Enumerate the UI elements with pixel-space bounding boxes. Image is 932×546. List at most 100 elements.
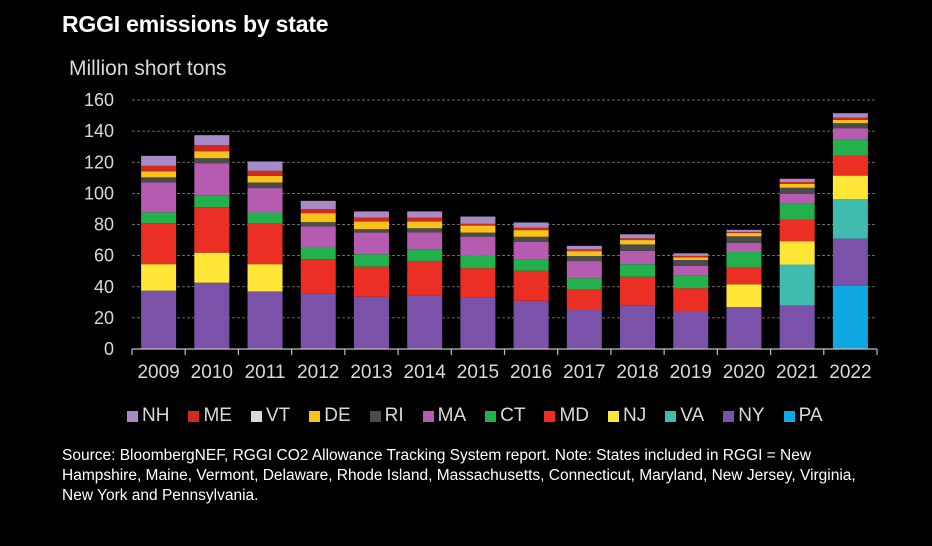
bar-segment-de-2017	[566, 251, 602, 257]
bar-segment-me-2013	[353, 217, 389, 222]
bar-segment-ny-2009	[141, 290, 177, 349]
bar-segment-ri-2018	[620, 244, 656, 251]
legend-swatch	[544, 410, 556, 422]
y-tick-label: 0	[104, 339, 114, 359]
legend-item-ma: MA	[422, 405, 467, 427]
bar-segment-me-2020	[726, 232, 762, 234]
bar-segment-ma-2020	[726, 243, 762, 253]
legend-swatch	[188, 410, 200, 422]
bar-segment-ny-2016	[513, 300, 549, 349]
bar-segment-ct-2021	[779, 203, 815, 220]
x-tick-label: 2018	[616, 362, 658, 383]
bar-segment-ri-2010	[194, 158, 230, 164]
bar-segment-ct-2017	[566, 278, 602, 290]
bar-segment-nh-2016	[513, 222, 549, 228]
bar-segment-ct-2011	[247, 212, 283, 224]
bar-segment-ri-2015	[460, 232, 496, 237]
bar-segment-ct-2014	[407, 249, 443, 261]
legend-label: NJ	[623, 405, 647, 426]
bar-segment-de-2009	[141, 171, 177, 178]
bar-segment-ma-2012	[300, 226, 336, 248]
bar-segment-ma-2009	[141, 182, 177, 213]
bar-segment-va-2021	[779, 264, 815, 306]
bar-segment-md-2010	[194, 207, 230, 253]
legend-swatch	[309, 410, 321, 422]
bar-segment-me-2019	[673, 255, 709, 258]
y-tick-label: 80	[94, 215, 114, 235]
legend-label: RI	[384, 405, 404, 426]
bar-segment-ma-2016	[513, 241, 549, 260]
bar-segment-me-2016	[513, 227, 549, 231]
legend-label: NY	[738, 405, 765, 426]
bar-segment-ri-2009	[141, 177, 177, 183]
y-tick-label: 40	[94, 277, 114, 297]
bar-segment-ri-2022	[832, 123, 868, 129]
legend-label: CT	[500, 405, 526, 426]
y-tick-label: 140	[84, 121, 114, 141]
bar-segment-ri-2017	[566, 256, 602, 262]
bar-segment-nj-2009	[141, 264, 177, 291]
bar-segment-ri-2019	[673, 259, 709, 266]
bar-segment-ct-2019	[673, 275, 709, 289]
bar-segment-de-2019	[673, 257, 709, 260]
legend-item-me: ME	[188, 405, 232, 427]
y-axis-label: Million short tons	[69, 57, 227, 80]
legend-item-nj: NJ	[608, 405, 646, 427]
legend: NH ME VT DE RI MA CT MD NJ VA NY PA	[127, 405, 842, 427]
bar-segment-ri-2016	[513, 236, 549, 242]
y-tick-label: 160	[84, 90, 114, 110]
bar-segment-de-2015	[460, 225, 496, 233]
bar-segment-nh-2015	[460, 216, 496, 224]
bar-segment-ma-2022	[832, 128, 868, 140]
legend-item-pa: PA	[783, 405, 823, 427]
legend-label: DE	[324, 405, 351, 426]
bar-segment-md-2022	[832, 155, 868, 176]
bar-segment-de-2022	[832, 119, 868, 124]
bar-segment-pa-2022	[832, 285, 868, 349]
bar-segment-nh-2018	[620, 234, 656, 239]
bar-segment-nh-2011	[247, 161, 283, 171]
bar-segment-md-2020	[726, 266, 762, 285]
legend-swatch	[783, 410, 795, 422]
bar-segment-ny-2021	[779, 305, 815, 349]
bar-segment-ct-2013	[353, 254, 389, 267]
bar-segment-nh-2022	[832, 113, 868, 118]
bar-segment-me-2014	[407, 217, 443, 222]
bar-segment-ny-2018	[620, 305, 656, 349]
bar-segment-md-2014	[407, 260, 443, 296]
legend-item-nh: NH	[127, 405, 169, 427]
source-note: Source: BloombergNEF, RGGI CO2 Allowance…	[62, 447, 856, 504]
x-tick-label: 2017	[563, 362, 605, 383]
bar-segment-de-2016	[513, 230, 549, 237]
legend-label: ME	[203, 405, 232, 426]
legend-label: NH	[142, 405, 170, 426]
legend-label: VT	[265, 405, 291, 426]
bar-segment-ma-2010	[194, 163, 230, 196]
bar-segment-nj-2020	[726, 284, 762, 307]
bar-segment-ny-2013	[353, 296, 389, 349]
bar-segment-nj-2021	[779, 241, 815, 265]
bar-segment-md-2019	[673, 288, 709, 312]
legend-item-md: MD	[544, 405, 589, 427]
bar-segment-ny-2019	[673, 311, 709, 349]
legend-swatch	[127, 410, 138, 422]
bar-segment-ny-2014	[407, 295, 443, 349]
legend-swatch	[665, 410, 677, 422]
bar-segment-ri-2011	[247, 182, 283, 189]
bar-segment-me-2012	[300, 209, 336, 214]
bar-segment-nh-2017	[566, 245, 602, 250]
bar-segment-ct-2016	[513, 259, 549, 271]
x-tick-label: 2019	[670, 362, 712, 383]
legend-label: MA	[437, 405, 467, 426]
bar-segment-ri-2014	[407, 228, 443, 233]
bar-segment-ma-2018	[620, 250, 656, 265]
bar-segment-ct-2010	[194, 195, 230, 208]
legend-item-ct: CT	[485, 405, 525, 427]
bar-segment-ct-2020	[726, 252, 762, 267]
stacked-bar-chart: 0 20 40 60 80 100 120 140 160 2009 2010 2011 2012 201…	[84, 90, 878, 383]
bar-segment-nh-2020	[726, 229, 762, 233]
legend-swatch	[723, 410, 735, 422]
bar-segment-me-2021	[779, 182, 815, 184]
bar-segment-ny-2020	[726, 306, 762, 349]
bar-segment-ma-2017	[566, 261, 602, 279]
